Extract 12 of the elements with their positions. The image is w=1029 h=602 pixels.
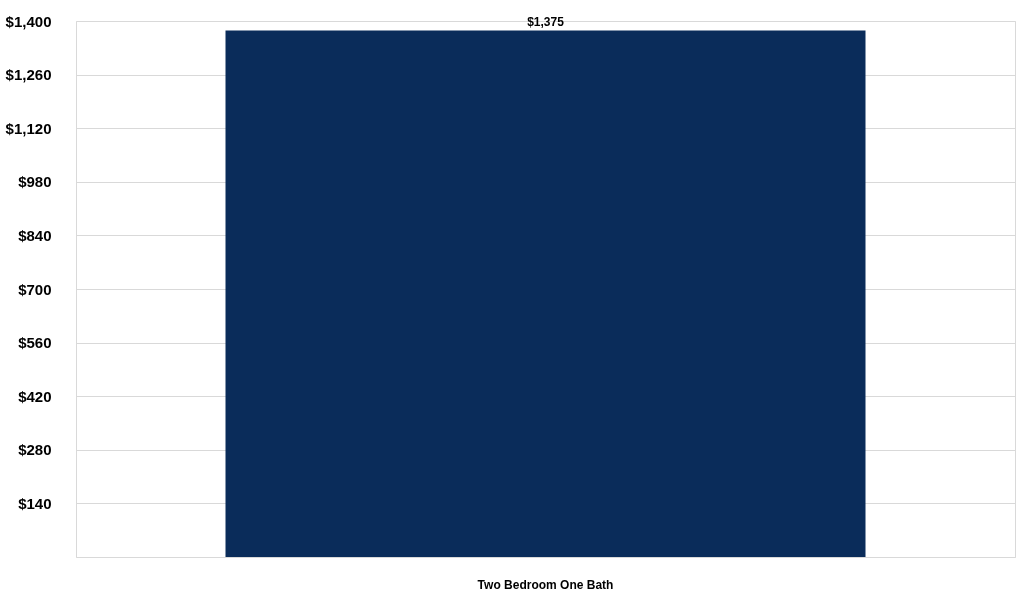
- x-tick-label: Two Bedroom One Bath: [477, 577, 614, 592]
- y-tick-label: $560: [18, 334, 52, 352]
- y-tick-label: $840: [18, 226, 52, 244]
- y-tick-label: $140: [18, 494, 52, 512]
- y-tick-label: $700: [18, 280, 52, 298]
- y-tick-label: $1,120: [5, 119, 52, 137]
- y-tick-label: $1,260: [5, 66, 52, 84]
- y-tick-label: $980: [18, 173, 52, 191]
- y-tick-label: $420: [18, 387, 52, 405]
- y-tick-label: $1,400: [5, 12, 52, 30]
- text: $1,375: [527, 14, 564, 29]
- y-tick-label: $280: [18, 441, 52, 459]
